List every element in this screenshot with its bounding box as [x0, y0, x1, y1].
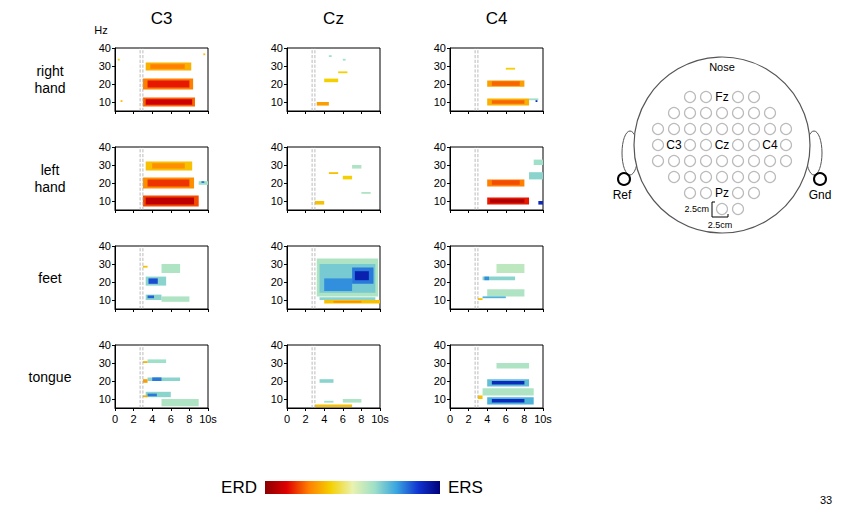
svg-text:20: 20 — [99, 177, 111, 189]
svg-text:20: 20 — [271, 177, 283, 189]
svg-text:2.5cm: 2.5cm — [684, 204, 709, 214]
svg-text:40: 40 — [99, 240, 111, 252]
svg-text:2: 2 — [303, 413, 309, 425]
svg-text:40: 40 — [434, 141, 446, 153]
svg-text:8: 8 — [521, 413, 527, 425]
svg-text:10s: 10s — [371, 413, 389, 425]
svg-text:10: 10 — [434, 195, 446, 207]
svg-text:6: 6 — [340, 413, 346, 425]
svg-text:40: 40 — [99, 339, 111, 351]
svg-text:20: 20 — [99, 276, 111, 288]
svg-text:feet: feet — [38, 270, 61, 286]
svg-text:hand: hand — [34, 80, 65, 96]
svg-text:40: 40 — [434, 42, 446, 54]
svg-text:20: 20 — [434, 276, 446, 288]
svg-text:10: 10 — [99, 393, 111, 405]
svg-text:ERS: ERS — [448, 478, 483, 497]
svg-text:30: 30 — [99, 258, 111, 270]
svg-text:20: 20 — [434, 78, 446, 90]
svg-text:40: 40 — [271, 42, 283, 54]
svg-text:30: 30 — [99, 357, 111, 369]
svg-text:Cz: Cz — [323, 9, 344, 28]
svg-text:40: 40 — [434, 240, 446, 252]
svg-text:40: 40 — [271, 339, 283, 351]
svg-text:40: 40 — [271, 141, 283, 153]
svg-text:tongue: tongue — [29, 369, 72, 385]
svg-text:Gnd: Gnd — [809, 188, 832, 202]
svg-text:Hz: Hz — [94, 24, 107, 36]
svg-text:40: 40 — [434, 339, 446, 351]
svg-text:ERD: ERD — [221, 478, 257, 497]
svg-text:30: 30 — [434, 60, 446, 72]
svg-text:30: 30 — [271, 357, 283, 369]
svg-text:2: 2 — [466, 413, 472, 425]
svg-text:30: 30 — [434, 357, 446, 369]
svg-text:Pz: Pz — [715, 186, 729, 200]
svg-text:right: right — [36, 63, 63, 79]
svg-text:2: 2 — [131, 413, 137, 425]
svg-text:0: 0 — [447, 413, 453, 425]
svg-text:0: 0 — [112, 413, 118, 425]
svg-text:10: 10 — [434, 393, 446, 405]
svg-text:10: 10 — [99, 96, 111, 108]
svg-text:10: 10 — [434, 294, 446, 306]
svg-text:20: 20 — [99, 375, 111, 387]
svg-text:33: 33 — [820, 494, 832, 506]
svg-text:10s: 10s — [199, 413, 217, 425]
svg-text:8: 8 — [358, 413, 364, 425]
svg-text:20: 20 — [271, 375, 283, 387]
svg-text:30: 30 — [434, 258, 446, 270]
svg-text:Cz: Cz — [715, 138, 730, 152]
svg-text:40: 40 — [99, 42, 111, 54]
svg-text:30: 30 — [271, 258, 283, 270]
svg-text:hand: hand — [34, 179, 65, 195]
svg-text:20: 20 — [271, 276, 283, 288]
svg-text:0: 0 — [284, 413, 290, 425]
svg-text:10: 10 — [271, 195, 283, 207]
svg-text:30: 30 — [271, 60, 283, 72]
svg-text:30: 30 — [434, 159, 446, 171]
svg-text:6: 6 — [503, 413, 509, 425]
svg-text:20: 20 — [99, 78, 111, 90]
svg-text:20: 20 — [271, 78, 283, 90]
svg-text:10: 10 — [99, 294, 111, 306]
svg-text:20: 20 — [434, 375, 446, 387]
svg-text:left: left — [41, 162, 60, 178]
svg-text:Ref: Ref — [613, 188, 632, 202]
svg-text:30: 30 — [99, 159, 111, 171]
svg-text:40: 40 — [271, 240, 283, 252]
svg-text:10: 10 — [271, 294, 283, 306]
svg-text:10: 10 — [271, 393, 283, 405]
svg-text:10s: 10s — [534, 413, 552, 425]
svg-text:C3: C3 — [151, 9, 173, 28]
svg-text:30: 30 — [99, 60, 111, 72]
svg-text:4: 4 — [149, 413, 155, 425]
svg-text:C4: C4 — [762, 138, 778, 152]
svg-text:40: 40 — [99, 141, 111, 153]
svg-text:2.5cm: 2.5cm — [708, 220, 733, 230]
svg-text:C4: C4 — [486, 9, 508, 28]
svg-text:Nose: Nose — [709, 61, 735, 73]
svg-text:8: 8 — [186, 413, 192, 425]
svg-text:4: 4 — [321, 413, 327, 425]
svg-text:Fz: Fz — [715, 90, 728, 104]
svg-text:C3: C3 — [666, 138, 682, 152]
svg-text:30: 30 — [271, 159, 283, 171]
svg-text:10: 10 — [434, 96, 446, 108]
svg-text:6: 6 — [168, 413, 174, 425]
svg-text:10: 10 — [99, 195, 111, 207]
svg-text:20: 20 — [434, 177, 446, 189]
svg-text:4: 4 — [484, 413, 490, 425]
svg-text:10: 10 — [271, 96, 283, 108]
